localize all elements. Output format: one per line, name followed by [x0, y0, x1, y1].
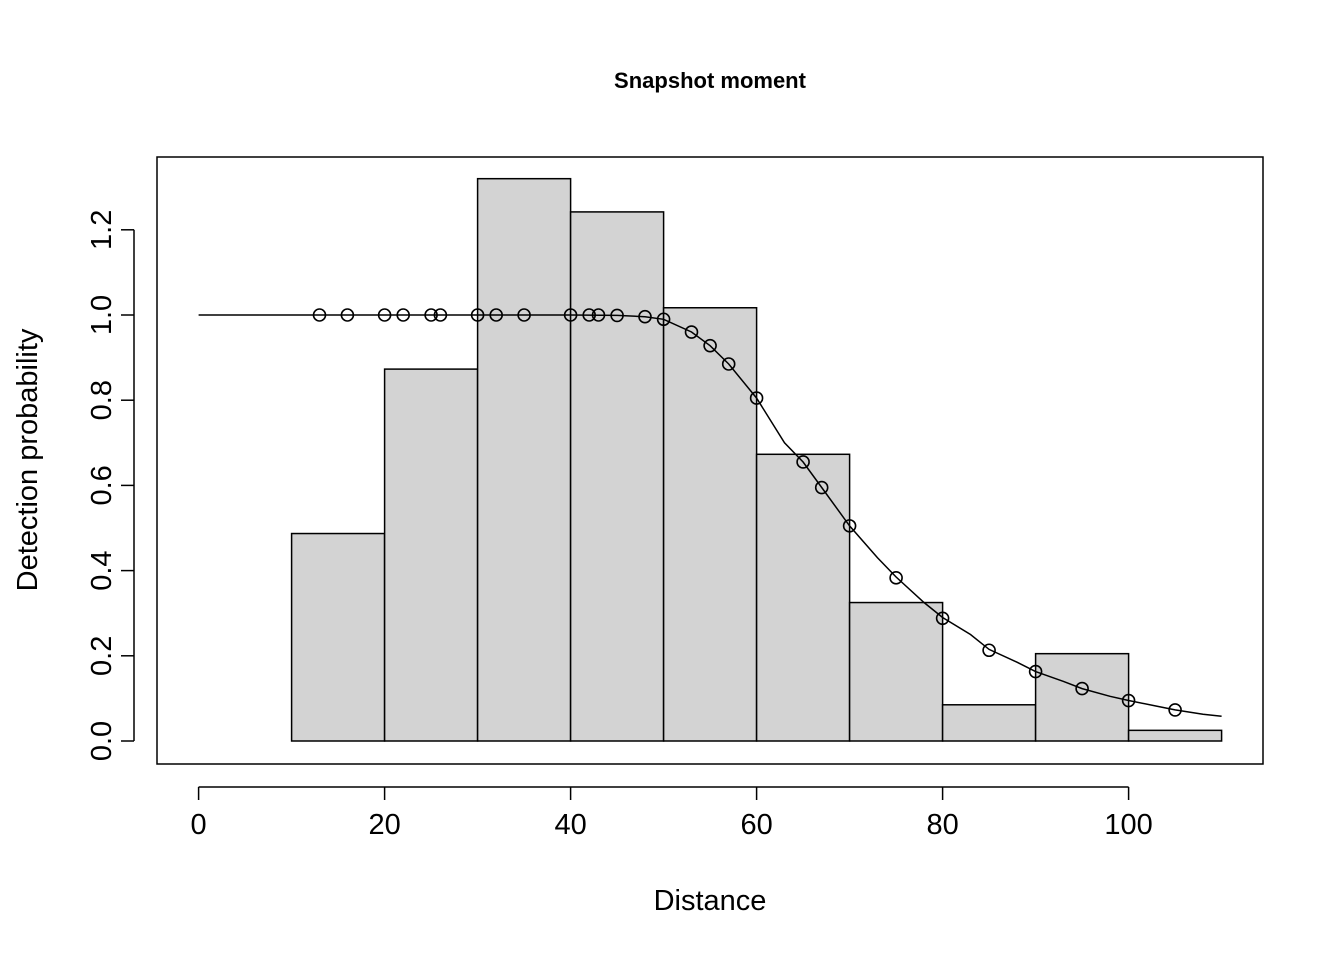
- histogram-bar: [941, 704, 1037, 742]
- data-point: [610, 308, 624, 323]
- data-point: [377, 308, 392, 322]
- y-tick-label: 0.8: [86, 380, 118, 420]
- y-axis-label: Detection probability: [12, 328, 44, 591]
- data-point: [1028, 664, 1043, 679]
- data-point: [889, 571, 903, 585]
- data-point: [433, 308, 448, 322]
- data-point: [1121, 693, 1136, 708]
- y-tick-label: 0.0: [86, 721, 118, 761]
- data-point: [721, 357, 736, 371]
- x-tick-label: 0: [191, 809, 207, 841]
- x-tick-label: 100: [1104, 809, 1152, 841]
- x-axis: 0 20 40 60 80 100: [191, 786, 1153, 841]
- y-tick-label: 0.2: [86, 636, 118, 676]
- histogram-bar: [662, 307, 758, 742]
- histogram-bar: [1127, 729, 1223, 742]
- histogram-bars: [290, 177, 1223, 742]
- x-tick-label: 60: [740, 809, 772, 841]
- data-point: [842, 519, 857, 533]
- y-axis: 0.0 0.2 0.4 0.6 0.8 1.0 1.2: [86, 210, 135, 761]
- data-point: [749, 391, 764, 405]
- data-point: [703, 338, 717, 353]
- data-points: [312, 308, 1182, 717]
- data-point: [935, 611, 950, 626]
- data-point: [563, 308, 578, 322]
- data-point: [582, 308, 597, 322]
- data-point: [1075, 681, 1089, 696]
- plot-frame: [156, 156, 1264, 765]
- data-point: [424, 308, 438, 322]
- y-tick-label: 0.4: [86, 550, 118, 590]
- data-point: [1168, 703, 1182, 717]
- histogram-bar: [569, 211, 665, 742]
- histogram-bar: [290, 532, 386, 742]
- x-tick-label: 20: [368, 809, 400, 841]
- data-point: [396, 308, 411, 322]
- data-point: [340, 308, 355, 322]
- data-point: [312, 308, 327, 322]
- data-point: [656, 312, 671, 327]
- x-tick-label: 40: [554, 809, 586, 841]
- fitted-curve: [198, 314, 1222, 718]
- data-point: [517, 308, 531, 322]
- data-point: [489, 308, 504, 322]
- histogram-bar: [848, 601, 944, 742]
- data-point: [591, 308, 606, 322]
- histogram-bar: [476, 177, 572, 742]
- data-point: [684, 325, 699, 339]
- fitted-curve-line: [198, 314, 1222, 718]
- data-point: [814, 480, 829, 495]
- x-axis-label: Distance: [654, 885, 767, 917]
- data-point: [982, 643, 996, 658]
- x-tick-label: 80: [926, 809, 958, 841]
- y-tick-label: 1.2: [86, 210, 118, 250]
- data-point: [470, 308, 485, 322]
- histogram-bar: [755, 453, 851, 742]
- y-tick-label: 0.6: [86, 465, 118, 505]
- chart-title: Snapshot moment: [614, 68, 807, 93]
- data-point: [638, 309, 652, 324]
- histogram-bar: [383, 368, 479, 742]
- data-point: [796, 455, 810, 469]
- y-tick-label: 1.0: [86, 295, 118, 335]
